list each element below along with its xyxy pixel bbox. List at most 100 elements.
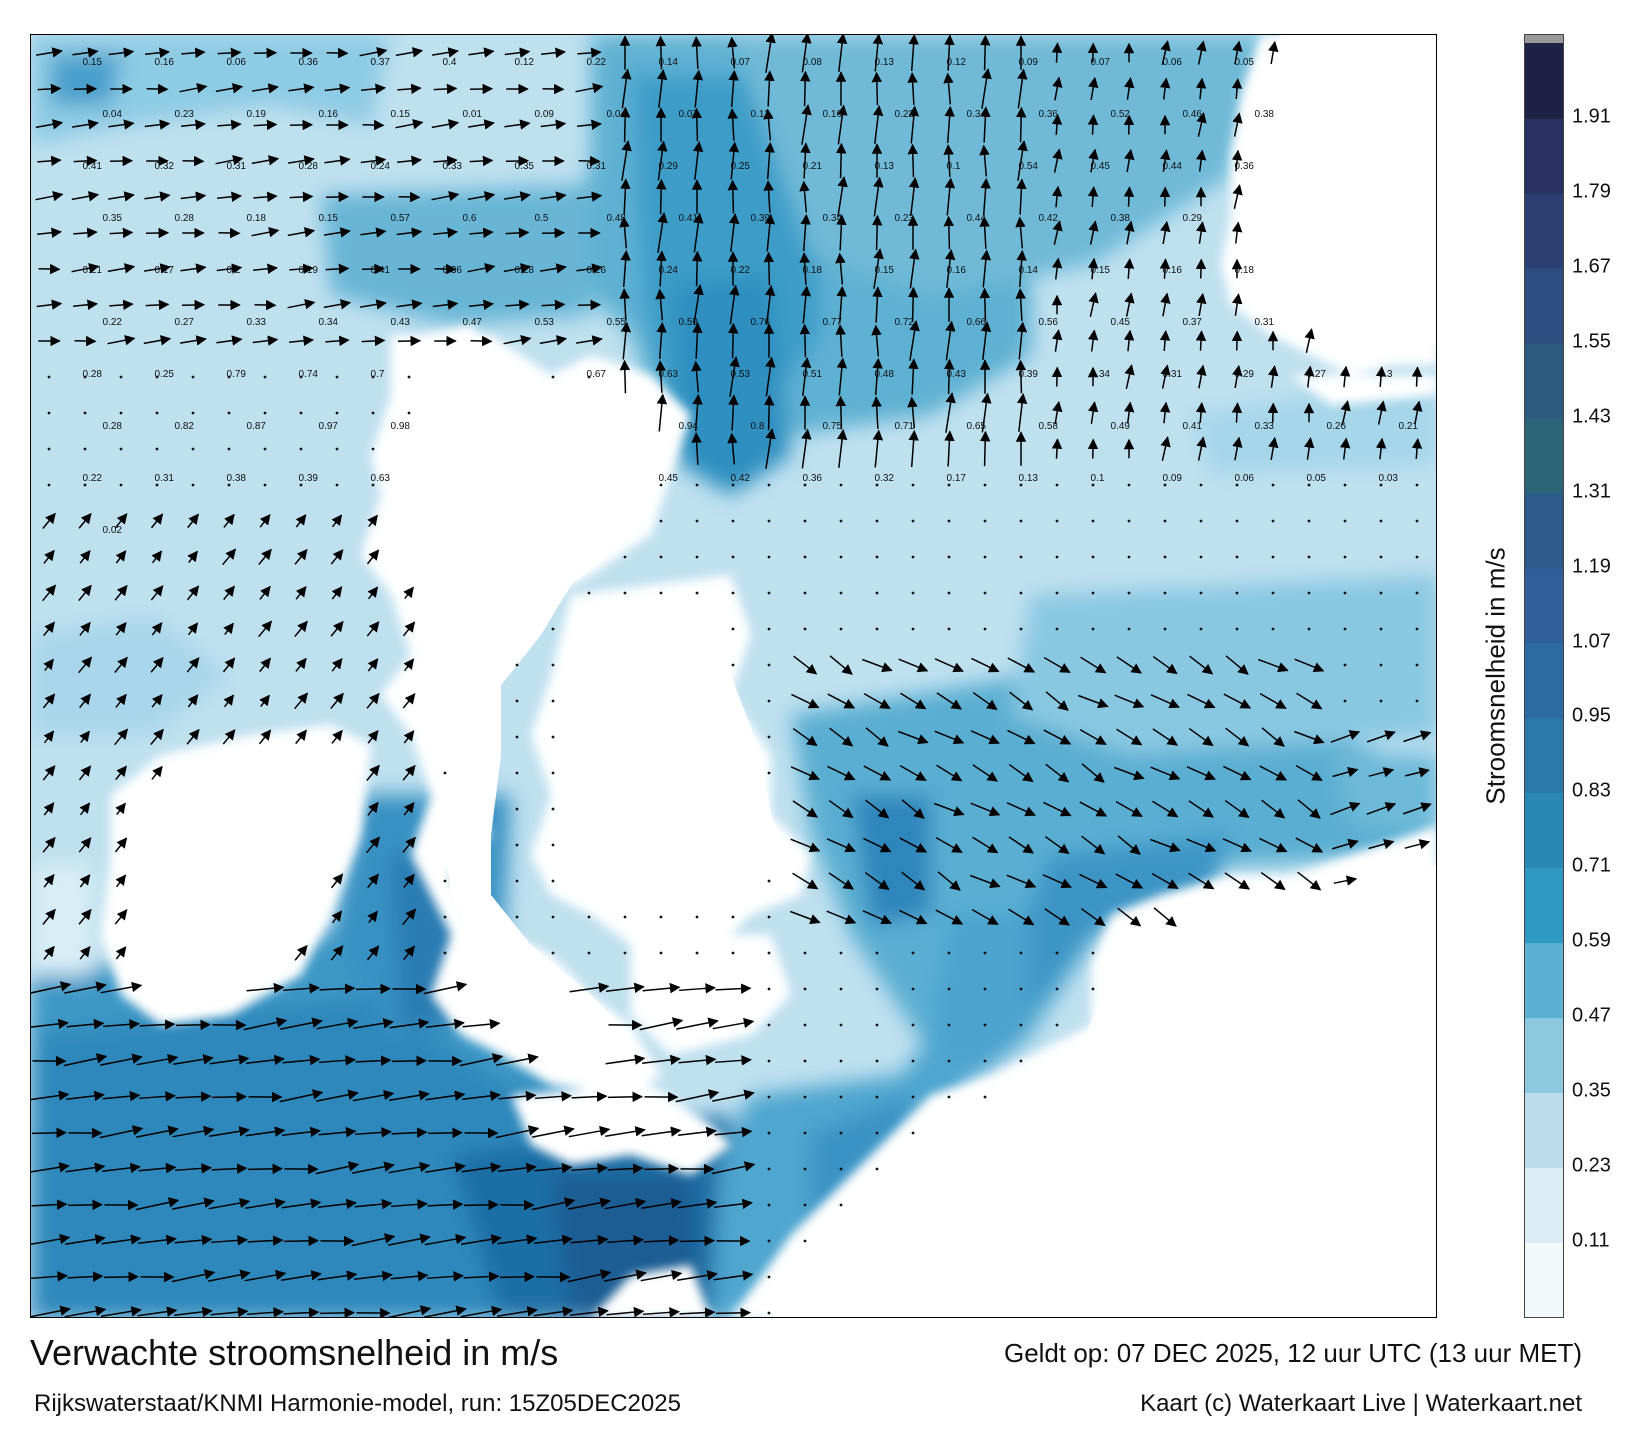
map-subtitle: Rijkswaterstaat/KNMI Harmonie-model, run… [34, 1390, 681, 1417]
current-arrow [1403, 730, 1432, 743]
current-arrow [330, 945, 344, 961]
current-arrow [799, 252, 810, 285]
current-arrow [114, 584, 128, 601]
current-arrow [569, 982, 610, 993]
speed-label: 0.08 [803, 57, 823, 68]
speed-label: 0.13 [875, 57, 895, 68]
speed-label: 0.27 [175, 317, 195, 328]
current-arrow [427, 1271, 464, 1282]
current-arrow [1295, 765, 1323, 781]
grid-dot [983, 951, 987, 955]
current-arrow [31, 1090, 70, 1101]
grid-dot [551, 807, 555, 811]
grid-dot [1343, 483, 1347, 487]
grid-dot [371, 375, 375, 379]
current-arrow [1017, 140, 1028, 181]
current-arrow [330, 620, 344, 637]
current-arrow [65, 1234, 106, 1245]
current-arrow [150, 656, 164, 673]
current-arrow [714, 1126, 753, 1138]
grid-dot [947, 483, 951, 487]
current-arrow [679, 983, 716, 994]
current-arrow [390, 1270, 429, 1282]
grid-dot [731, 555, 735, 559]
grid-dot [695, 555, 699, 559]
current-arrow [396, 227, 423, 238]
current-arrow [218, 227, 241, 239]
current-arrow [330, 692, 344, 709]
current-arrow [248, 1163, 284, 1175]
current-arrow [289, 191, 314, 203]
current-arrow [467, 191, 496, 202]
current-arrow [836, 35, 848, 72]
current-arrow [901, 799, 925, 819]
current-arrow [727, 322, 739, 359]
current-arrow [1006, 802, 1036, 817]
grid-dot [983, 483, 987, 487]
grid-dot [1307, 555, 1311, 559]
speed-label: 0.12 [947, 57, 967, 68]
current-arrow [644, 1163, 680, 1175]
current-arrow [78, 656, 93, 674]
current-arrow [115, 802, 126, 816]
current-arrow [36, 227, 62, 238]
current-arrow [353, 1018, 394, 1029]
grid-dot [587, 915, 591, 919]
current-arrow [424, 1233, 467, 1246]
current-arrow [945, 392, 956, 433]
current-arrow [1052, 148, 1063, 173]
current-arrow [253, 47, 278, 59]
current-arrow [144, 47, 170, 58]
current-arrow [1015, 106, 1027, 143]
current-arrow [79, 874, 91, 888]
current-arrow [73, 227, 98, 239]
current-arrow [469, 227, 494, 239]
current-arrow [568, 1197, 611, 1210]
current-arrow [872, 429, 884, 468]
current-arrow [765, 428, 776, 469]
current-arrow [1196, 364, 1207, 389]
current-arrow [247, 1307, 284, 1317]
current-arrow [836, 357, 848, 396]
current-arrow [639, 1017, 684, 1031]
current-arrow [431, 191, 460, 202]
current-arrow [1117, 835, 1141, 855]
colorbar-tick-label: 1.19 [1572, 555, 1611, 578]
current-arrow [1087, 185, 1099, 208]
grid-dot [551, 375, 555, 379]
current-arrow [801, 35, 812, 73]
grid-dot [1019, 483, 1023, 487]
current-arrow [1087, 114, 1099, 135]
grid-dot [767, 627, 771, 631]
grid-dot [839, 1095, 843, 1099]
current-arrow [1411, 437, 1423, 460]
grid-dot [1163, 519, 1167, 523]
current-arrow [1195, 330, 1207, 351]
current-arrow [387, 1305, 432, 1317]
current-arrow [403, 586, 414, 600]
grid-dot [1307, 627, 1311, 631]
current-arrow [1051, 185, 1063, 208]
speed-label: 0.26 [587, 265, 607, 276]
current-arrow [692, 322, 703, 359]
current-arrow [799, 180, 810, 213]
speed-label: 0.38 [227, 473, 247, 484]
grid-dot [263, 447, 267, 451]
current-arrow [763, 180, 774, 213]
current-arrow [114, 513, 128, 529]
current-arrow [367, 910, 378, 924]
current-arrow [423, 981, 468, 995]
current-arrow [1124, 220, 1135, 245]
current-arrow [643, 1235, 680, 1246]
grid-dot [767, 1311, 771, 1315]
speed-label: 0.44 [967, 213, 987, 224]
current-arrow [800, 285, 812, 324]
speed-label: 0.34 [319, 317, 339, 328]
grid-dot [191, 375, 195, 379]
current-arrow [115, 874, 127, 888]
grid-dot [839, 591, 843, 595]
current-arrow [74, 335, 97, 347]
current-arrow [109, 227, 134, 239]
speed-label: 0.04 [607, 109, 627, 120]
current-arrow [792, 872, 819, 890]
